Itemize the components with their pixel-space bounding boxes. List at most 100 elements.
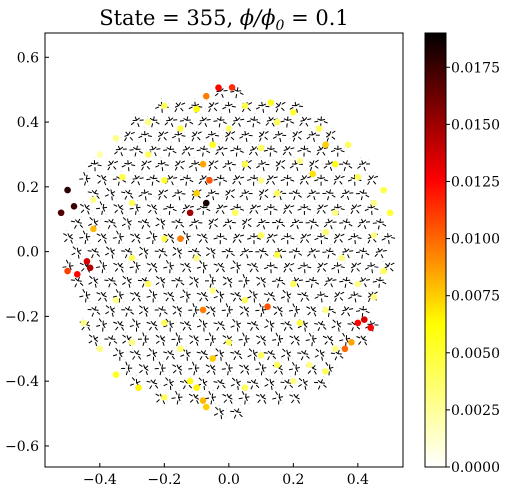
- lattice-edge: [213, 147, 228, 152]
- colorbar: [424, 32, 447, 468]
- data-point: [70, 202, 78, 210]
- lattice-edge: [179, 205, 194, 210]
- lattice-edge: [331, 175, 345, 182]
- data-point: [209, 355, 217, 362]
- lattice-edge: [182, 318, 192, 331]
- data-point: [386, 209, 394, 217]
- lattice-edge: [163, 204, 177, 212]
- lattice-edge: [288, 104, 303, 108]
- lattice-edge: [202, 317, 205, 332]
- lattice-edge: [115, 259, 124, 273]
- lattice-edge: [263, 176, 278, 182]
- data-point: [273, 190, 281, 197]
- data-point: [290, 109, 297, 116]
- lattice-edge: [314, 176, 328, 182]
- lattice-edge: [331, 146, 345, 153]
- lattice-edge: [272, 250, 287, 253]
- lattice-edge: [180, 175, 194, 183]
- title-prefix: State = 355,: [99, 6, 240, 30]
- lattice-edge: [125, 361, 131, 376]
- lattice-edge: [199, 230, 208, 244]
- data-point: [341, 345, 349, 353]
- lattice-edge: [191, 390, 199, 405]
- lattice-edge: [289, 247, 303, 256]
- lattice-edge: [345, 332, 348, 347]
- lattice-edge: [101, 259, 105, 274]
- lattice-edge: [158, 332, 165, 346]
- lattice-edge: [297, 176, 312, 182]
- data-point: [273, 361, 281, 369]
- lattice-edge: [205, 102, 219, 110]
- lattice-edge: [155, 131, 169, 139]
- data-point: [193, 384, 200, 391]
- data-point: [193, 105, 200, 113]
- lattice-edge: [280, 263, 295, 270]
- lattice-edge: [275, 361, 284, 375]
- data-point: [344, 141, 352, 149]
- lattice-edge: [149, 259, 158, 273]
- lattice-edge: [222, 189, 236, 198]
- data-point: [354, 280, 362, 288]
- data-point: [161, 319, 168, 327]
- data-point: [144, 151, 152, 158]
- lattice-edge: [280, 234, 295, 240]
- data-point: [360, 316, 368, 323]
- lattice-edge: [252, 346, 256, 361]
- lattice-edge: [285, 346, 290, 361]
- lattice-edge: [248, 318, 260, 331]
- lattice-edge: [169, 375, 172, 390]
- x-axis: −0.4 −0.2 0.0 0.2 0.4: [83, 463, 369, 488]
- data-point: [264, 303, 271, 310]
- lattice-edge: [297, 264, 312, 269]
- lattice-edge: [129, 119, 144, 122]
- lattice-edge: [135, 200, 139, 215]
- data-point: [73, 270, 81, 278]
- lattice-edge: [121, 131, 135, 139]
- lattice-edge: [146, 148, 161, 151]
- x-tick-label: 0.2: [282, 472, 304, 488]
- lattice-edge: [92, 332, 98, 347]
- data-point: [199, 306, 207, 314]
- lattice-edge: [322, 306, 337, 314]
- data-point: [296, 157, 304, 165]
- lattice-edge: [222, 131, 236, 139]
- lattice-edge: [314, 117, 328, 124]
- lattice-edge: [272, 133, 287, 137]
- colorbar-tick-label: 0.0000: [451, 460, 500, 476]
- lattice-edge: [193, 361, 198, 376]
- lattice-edge: [306, 159, 319, 169]
- lattice-edge: [105, 334, 118, 344]
- lattice-edge: [122, 246, 134, 257]
- lattice-edge: [258, 332, 266, 346]
- lattice-edge: [297, 118, 312, 123]
- title-sub: 0: [276, 18, 285, 34]
- lattice-edge: [356, 247, 370, 256]
- data-point: [193, 190, 200, 197]
- lattice-edge: [381, 262, 395, 270]
- lattice-edge: [163, 177, 178, 181]
- data-point: [112, 134, 120, 142]
- lattice-edge: [294, 361, 298, 376]
- lattice-edge: [82, 201, 90, 215]
- lattice-edge: [336, 317, 340, 332]
- lattice-edge: [286, 288, 289, 303]
- plot-frame: [44, 32, 404, 468]
- lattice-edge: [278, 390, 281, 405]
- lattice-edge: [315, 319, 327, 330]
- lattice-edge: [99, 171, 107, 186]
- lattice-edge: [130, 145, 143, 154]
- lattice-edge: [198, 348, 209, 360]
- lattice-edge: [104, 160, 119, 168]
- lattice-edge: [356, 189, 370, 198]
- lattice-edge: [84, 229, 88, 245]
- lattice-edge: [331, 291, 345, 300]
- lattice-edge: [225, 273, 232, 288]
- lattice-edge: [126, 273, 131, 288]
- lattice-edge: [188, 103, 203, 108]
- data-point: [112, 371, 120, 378]
- lattice-edge: [188, 221, 203, 224]
- data-point: [177, 235, 184, 242]
- lattice-edge: [209, 244, 215, 259]
- data-point: [64, 267, 71, 275]
- data-point: [193, 254, 200, 262]
